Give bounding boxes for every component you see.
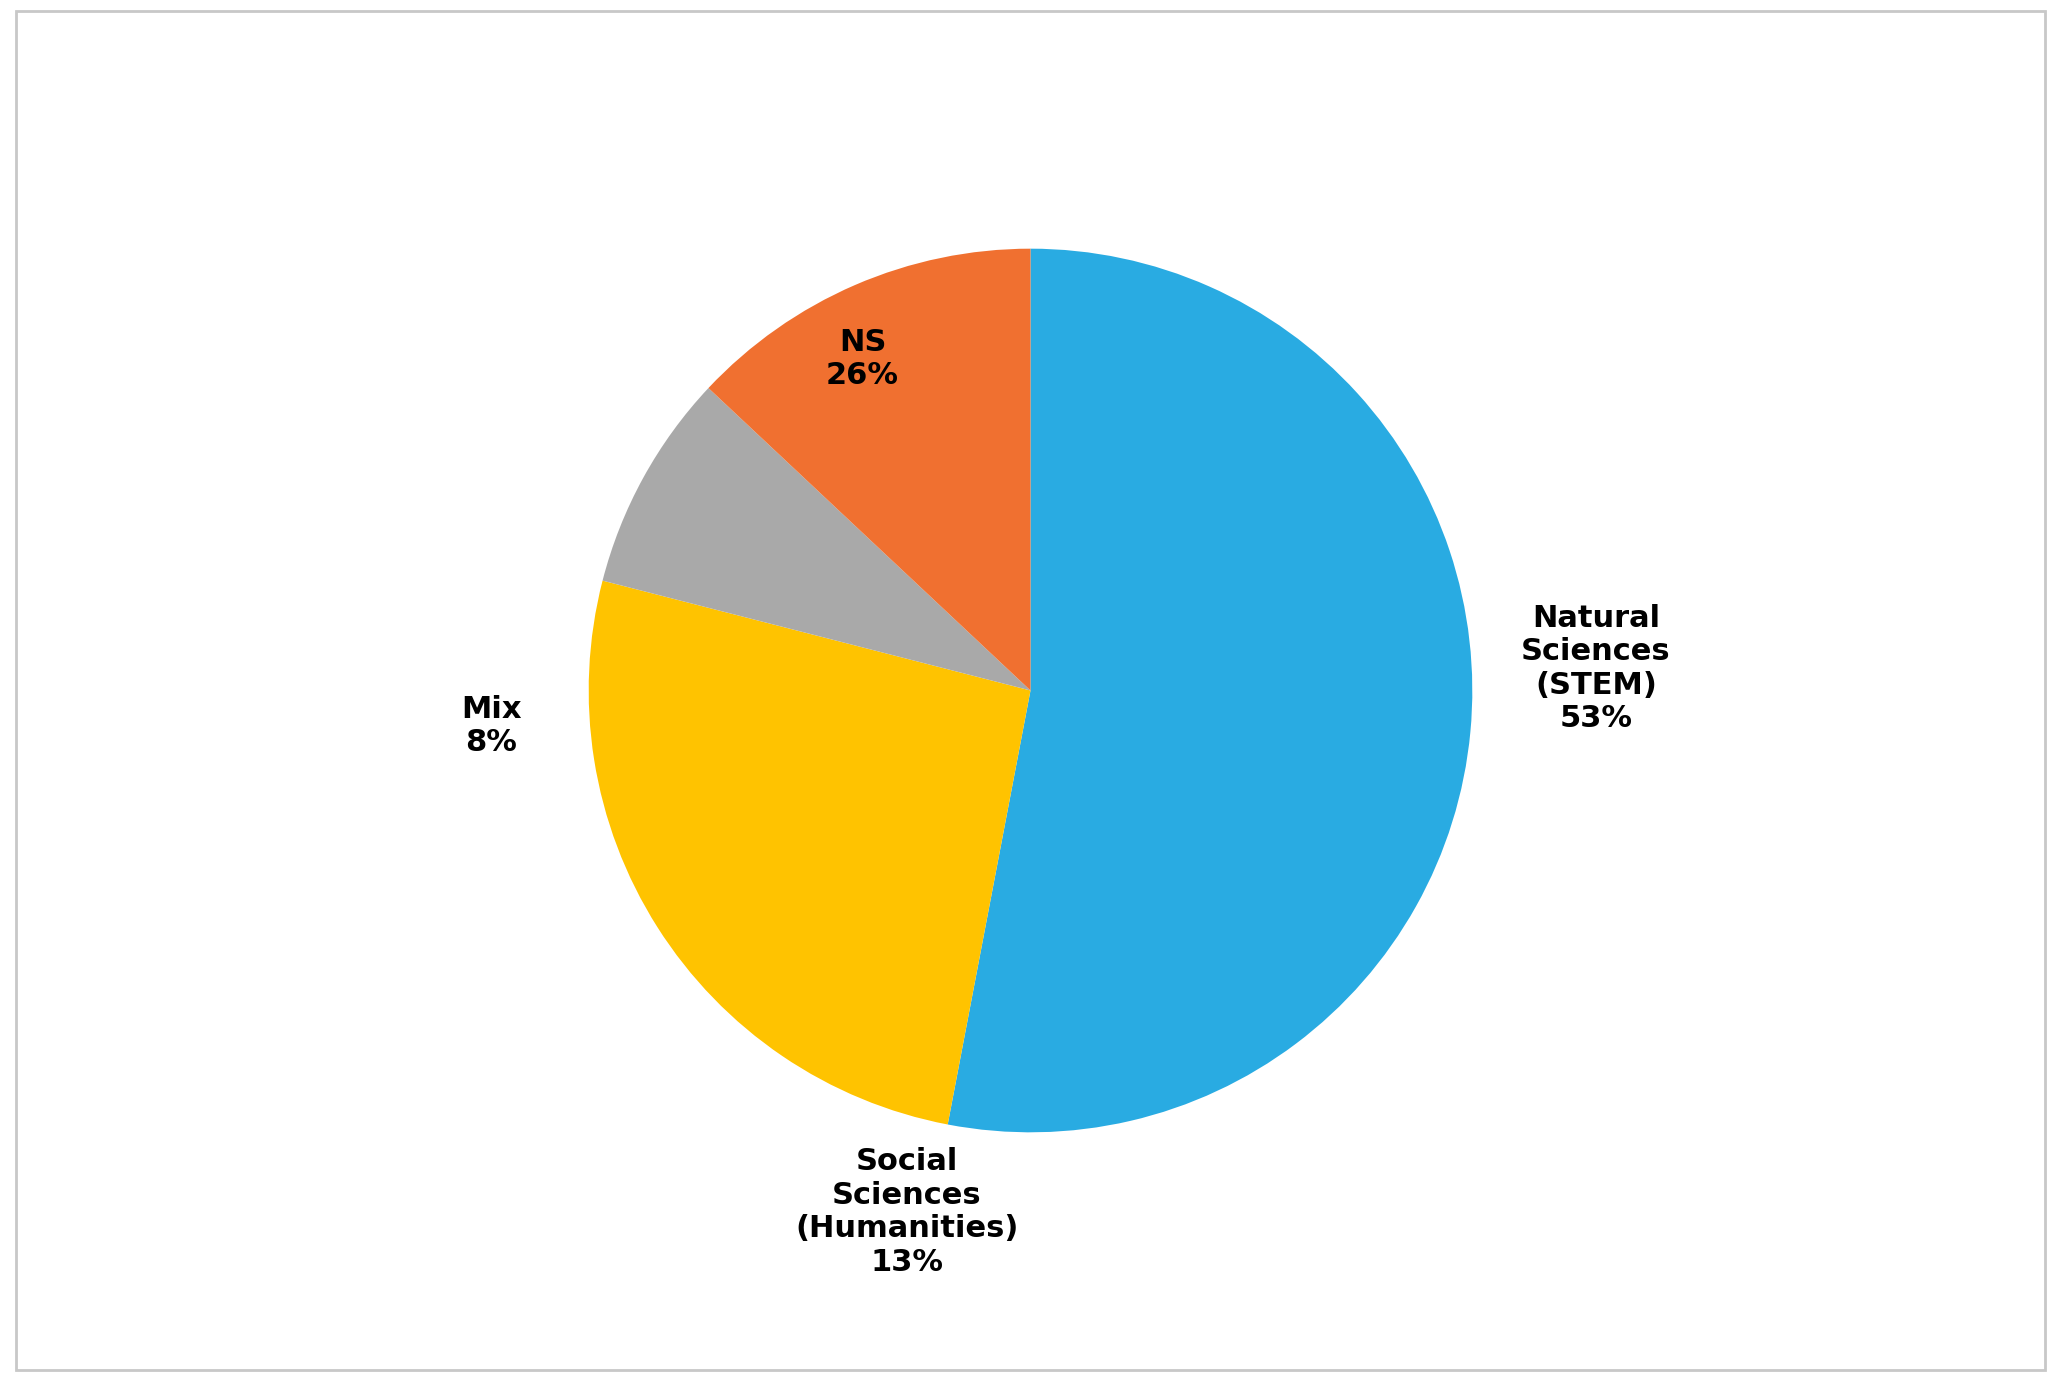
Wedge shape [709,249,1030,690]
Text: Natural
Sciences
(STEM)
53%: Natural Sciences (STEM) 53% [1521,603,1671,733]
Wedge shape [589,580,1030,1124]
Wedge shape [602,388,1030,690]
Text: Mix
8%: Mix 8% [462,695,521,757]
Text: Social
Sciences
(Humanities)
13%: Social Sciences (Humanities) 13% [796,1148,1018,1277]
Text: NS
26%: NS 26% [826,327,899,391]
Wedge shape [948,249,1472,1132]
